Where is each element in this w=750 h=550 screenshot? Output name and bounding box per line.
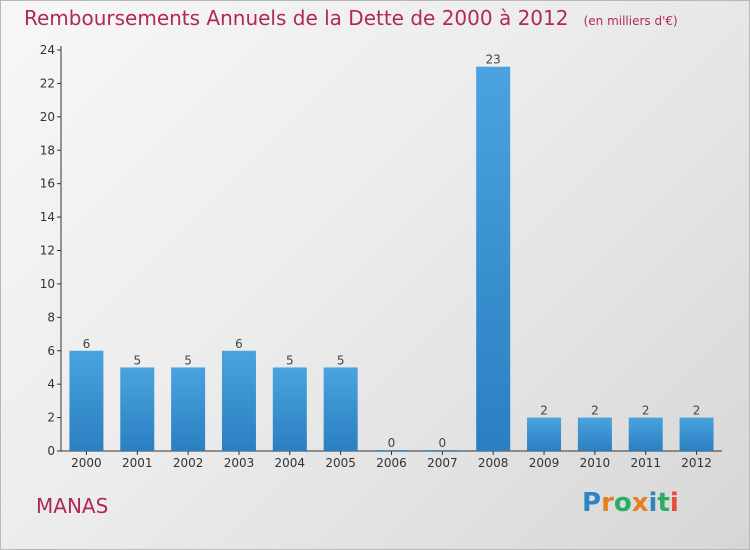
y-tick-label: 6 [47, 344, 55, 358]
bar [577, 417, 612, 451]
logo-letter: r [601, 488, 614, 518]
data-label: 5 [286, 353, 294, 367]
y-tick-label: 22 [40, 76, 55, 90]
data-label: 2 [693, 404, 701, 418]
bar [221, 350, 256, 451]
logo-letter: t [657, 488, 670, 518]
chart-title-main: Remboursements Annuels de la Dette de 20… [24, 6, 569, 30]
bar [69, 350, 104, 451]
data-label: 6 [83, 337, 91, 351]
bar [272, 367, 307, 451]
place-name: MANAS [36, 494, 109, 518]
y-tick-label: 20 [40, 110, 55, 124]
y-tick-label: 12 [40, 244, 55, 258]
y-tick-label: 16 [40, 177, 55, 191]
y-tick-label: 18 [40, 143, 55, 157]
x-tick-label: 2000 [71, 456, 102, 470]
bar [628, 417, 663, 451]
data-label: 23 [486, 53, 501, 67]
y-tick-label: 0 [47, 444, 55, 458]
logo-letter: x [631, 488, 649, 518]
bar [323, 367, 358, 451]
y-tick-label: 2 [47, 411, 55, 425]
data-label: 2 [642, 404, 650, 418]
data-label: 2 [591, 404, 599, 418]
x-tick-label: 2012 [681, 456, 712, 470]
bar [120, 367, 155, 451]
logo-letter: P [582, 488, 602, 518]
x-tick-label: 2009 [529, 456, 560, 470]
logo-letter: i [648, 488, 658, 518]
bar [425, 450, 460, 451]
data-label: 0 [439, 436, 447, 450]
data-label: 5 [133, 353, 141, 367]
y-tick-label: 4 [47, 377, 55, 391]
data-label: 0 [388, 436, 396, 450]
x-tick-label: 2006 [376, 456, 407, 470]
x-tick-label: 2011 [630, 456, 661, 470]
x-tick-label: 2004 [275, 456, 306, 470]
bar [171, 367, 206, 451]
x-tick-label: 2003 [224, 456, 255, 470]
y-tick-label: 10 [40, 277, 55, 291]
data-label: 6 [235, 337, 243, 351]
x-tick-label: 2007 [427, 456, 458, 470]
data-label: 5 [184, 353, 192, 367]
x-tick-label: 2005 [325, 456, 356, 470]
x-tick-label: 2001 [122, 456, 153, 470]
x-tick-label: 2002 [173, 456, 204, 470]
bar [374, 450, 409, 451]
bar [476, 66, 511, 451]
x-tick-label: 2008 [478, 456, 509, 470]
logo-letter: o [613, 488, 632, 518]
data-label: 2 [540, 404, 548, 418]
chart-title-unit: (en milliers d'€) [583, 14, 678, 28]
y-tick-label: 8 [47, 310, 55, 324]
chart-title: Remboursements Annuels de la Dette de 20… [24, 6, 678, 30]
x-tick-label: 2010 [580, 456, 611, 470]
bar [679, 417, 714, 451]
proxiti-logo[interactable]: Proxiti [582, 488, 679, 518]
data-label: 5 [337, 353, 345, 367]
y-tick-label: 14 [40, 210, 55, 224]
bar [527, 417, 562, 451]
logo-letter: i [669, 488, 679, 518]
y-tick-label: 24 [40, 43, 55, 57]
